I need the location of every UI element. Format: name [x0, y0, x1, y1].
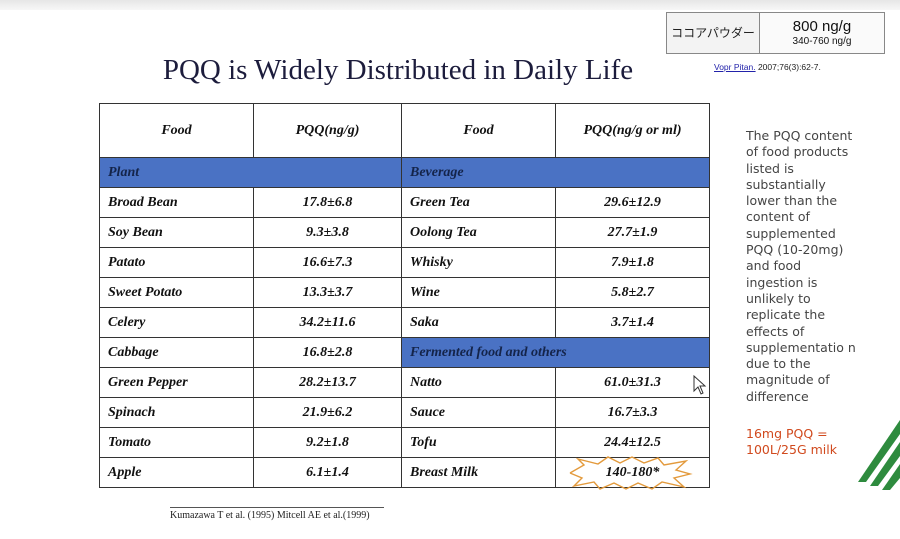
pqq-food-table: Food PQQ(ng/g) Food PQQ(ng/g or ml) Plan… [99, 103, 710, 490]
slide-title: PQQ is Widely Distributed in Daily Life [162, 54, 634, 86]
table-row: Sweet Potato 13.3±3.7 Wine 5.8±2.7 [99, 277, 710, 308]
pqq-value: 7.9±1.8 [555, 247, 710, 278]
pqq-value: 5.8±2.7 [555, 277, 710, 308]
food-name: Breast Milk [401, 457, 556, 488]
table-row: Apple 6.1±1.4 Breast Milk 140-180* [99, 455, 710, 490]
starburst-highlight: 140-180* [569, 455, 693, 490]
pqq-value: 29.6±12.9 [555, 187, 710, 218]
table-row: Patato 16.6±7.3 Whisky 7.9±1.8 [99, 247, 710, 278]
food-name: Green Tea [401, 187, 556, 218]
cocoa-value: 800 ng/g [792, 18, 852, 35]
pqq-value: 140-180* [605, 464, 660, 480]
section-plant: Plant [99, 157, 402, 188]
food-name: Whisky [401, 247, 556, 278]
journal-citation: 2007;76(3):62-7. [755, 62, 821, 72]
pqq-value: 34.2±11.6 [253, 307, 402, 338]
food-name: Patato [99, 247, 254, 278]
reference-divider [170, 507, 384, 508]
food-name: Apple [99, 457, 254, 488]
food-name: Celery [99, 307, 254, 338]
food-name: Tomato [99, 427, 254, 458]
table-row: Cabbage 16.8±2.8 Fermented food and othe… [99, 337, 710, 368]
food-name: Sauce [401, 397, 556, 428]
pqq-value: 16.6±7.3 [253, 247, 402, 278]
table-row: Spinach 21.9±6.2 Sauce 16.7±3.3 [99, 397, 710, 428]
food-name: Sweet Potato [99, 277, 254, 308]
cocoa-powder-box: ココアパウダー 800 ng/g 340-760 ng/g [666, 12, 885, 54]
starburst-outline [569, 455, 693, 490]
pqq-value: 21.9±6.2 [253, 397, 402, 428]
pqq-value: 16.8±2.8 [253, 337, 402, 368]
food-name: Cabbage [99, 337, 254, 368]
table-row: Green Pepper 28.2±13.7 Natto 61.0±31.3 [99, 367, 710, 398]
pqq-value: 61.0±31.3 [555, 367, 710, 398]
table-header-row: Food PQQ(ng/g) Food PQQ(ng/g or ml) [99, 103, 710, 158]
food-name: Spinach [99, 397, 254, 428]
pqq-value: 27.7±1.9 [555, 217, 710, 248]
cursor-icon [693, 375, 707, 395]
cocoa-value-cell: 800 ng/g 340-760 ng/g [760, 13, 884, 53]
journal-link[interactable]: Vopr Pitan. [714, 62, 756, 72]
top-bar [0, 0, 900, 10]
food-name: Green Pepper [99, 367, 254, 398]
table-row: Soy Bean 9.3±3.8 Oolong Tea 27.7±1.9 [99, 217, 710, 248]
table-row: Broad Bean 17.8±6.8 Green Tea 29.6±12.9 [99, 187, 710, 218]
food-name: Broad Bean [99, 187, 254, 218]
cocoa-label: ココアパウダー [667, 13, 760, 53]
starburst-icon [569, 455, 693, 490]
pqq-value: 6.1±1.4 [253, 457, 402, 488]
header-food-left: Food [99, 103, 254, 158]
top-reference: Vopr Pitan. 2007;76(3):62-7. [714, 62, 821, 72]
cocoa-range: 340-760 ng/g [792, 36, 852, 47]
table-row: Celery 34.2±11.6 Saka 3.7±1.4 [99, 307, 710, 338]
bottom-reference: Kumazawa T et al. (1995) Mitcell AE et a… [170, 510, 370, 521]
food-name: Natto [401, 367, 556, 398]
pqq-value: 9.2±1.8 [253, 427, 402, 458]
food-name: Tofu [401, 427, 556, 458]
pqq-value: 28.2±13.7 [253, 367, 402, 398]
food-name: Soy Bean [99, 217, 254, 248]
section-row: Plant Beverage [99, 157, 710, 188]
pqq-value: 16.7±3.3 [555, 397, 710, 428]
pqq-value: 9.3±3.8 [253, 217, 402, 248]
food-name: Saka [401, 307, 556, 338]
side-note: The PQQ content of food products listed … [746, 128, 856, 404]
food-name: Wine [401, 277, 556, 308]
section-fermented: Fermented food and others [401, 337, 710, 368]
pqq-value: 13.3±3.7 [253, 277, 402, 308]
green-stripes-logo [858, 420, 900, 490]
breast-milk-value-cell: 140-180* [555, 455, 710, 490]
food-name: Oolong Tea [401, 217, 556, 248]
header-pqq-right: PQQ(ng/g or ml) [555, 103, 710, 158]
header-pqq-left: PQQ(ng/g) [253, 103, 402, 158]
pqq-value: 17.8±6.8 [253, 187, 402, 218]
side-note-highlight: 16mg PQQ = 100L/25G milk [746, 426, 837, 457]
table-row: Tomato 9.2±1.8 Tofu 24.4±12.5 [99, 427, 710, 458]
section-beverage: Beverage [401, 157, 710, 188]
pqq-value: 3.7±1.4 [555, 307, 710, 338]
header-food-right: Food [401, 103, 556, 158]
pqq-value: 24.4±12.5 [555, 427, 710, 458]
